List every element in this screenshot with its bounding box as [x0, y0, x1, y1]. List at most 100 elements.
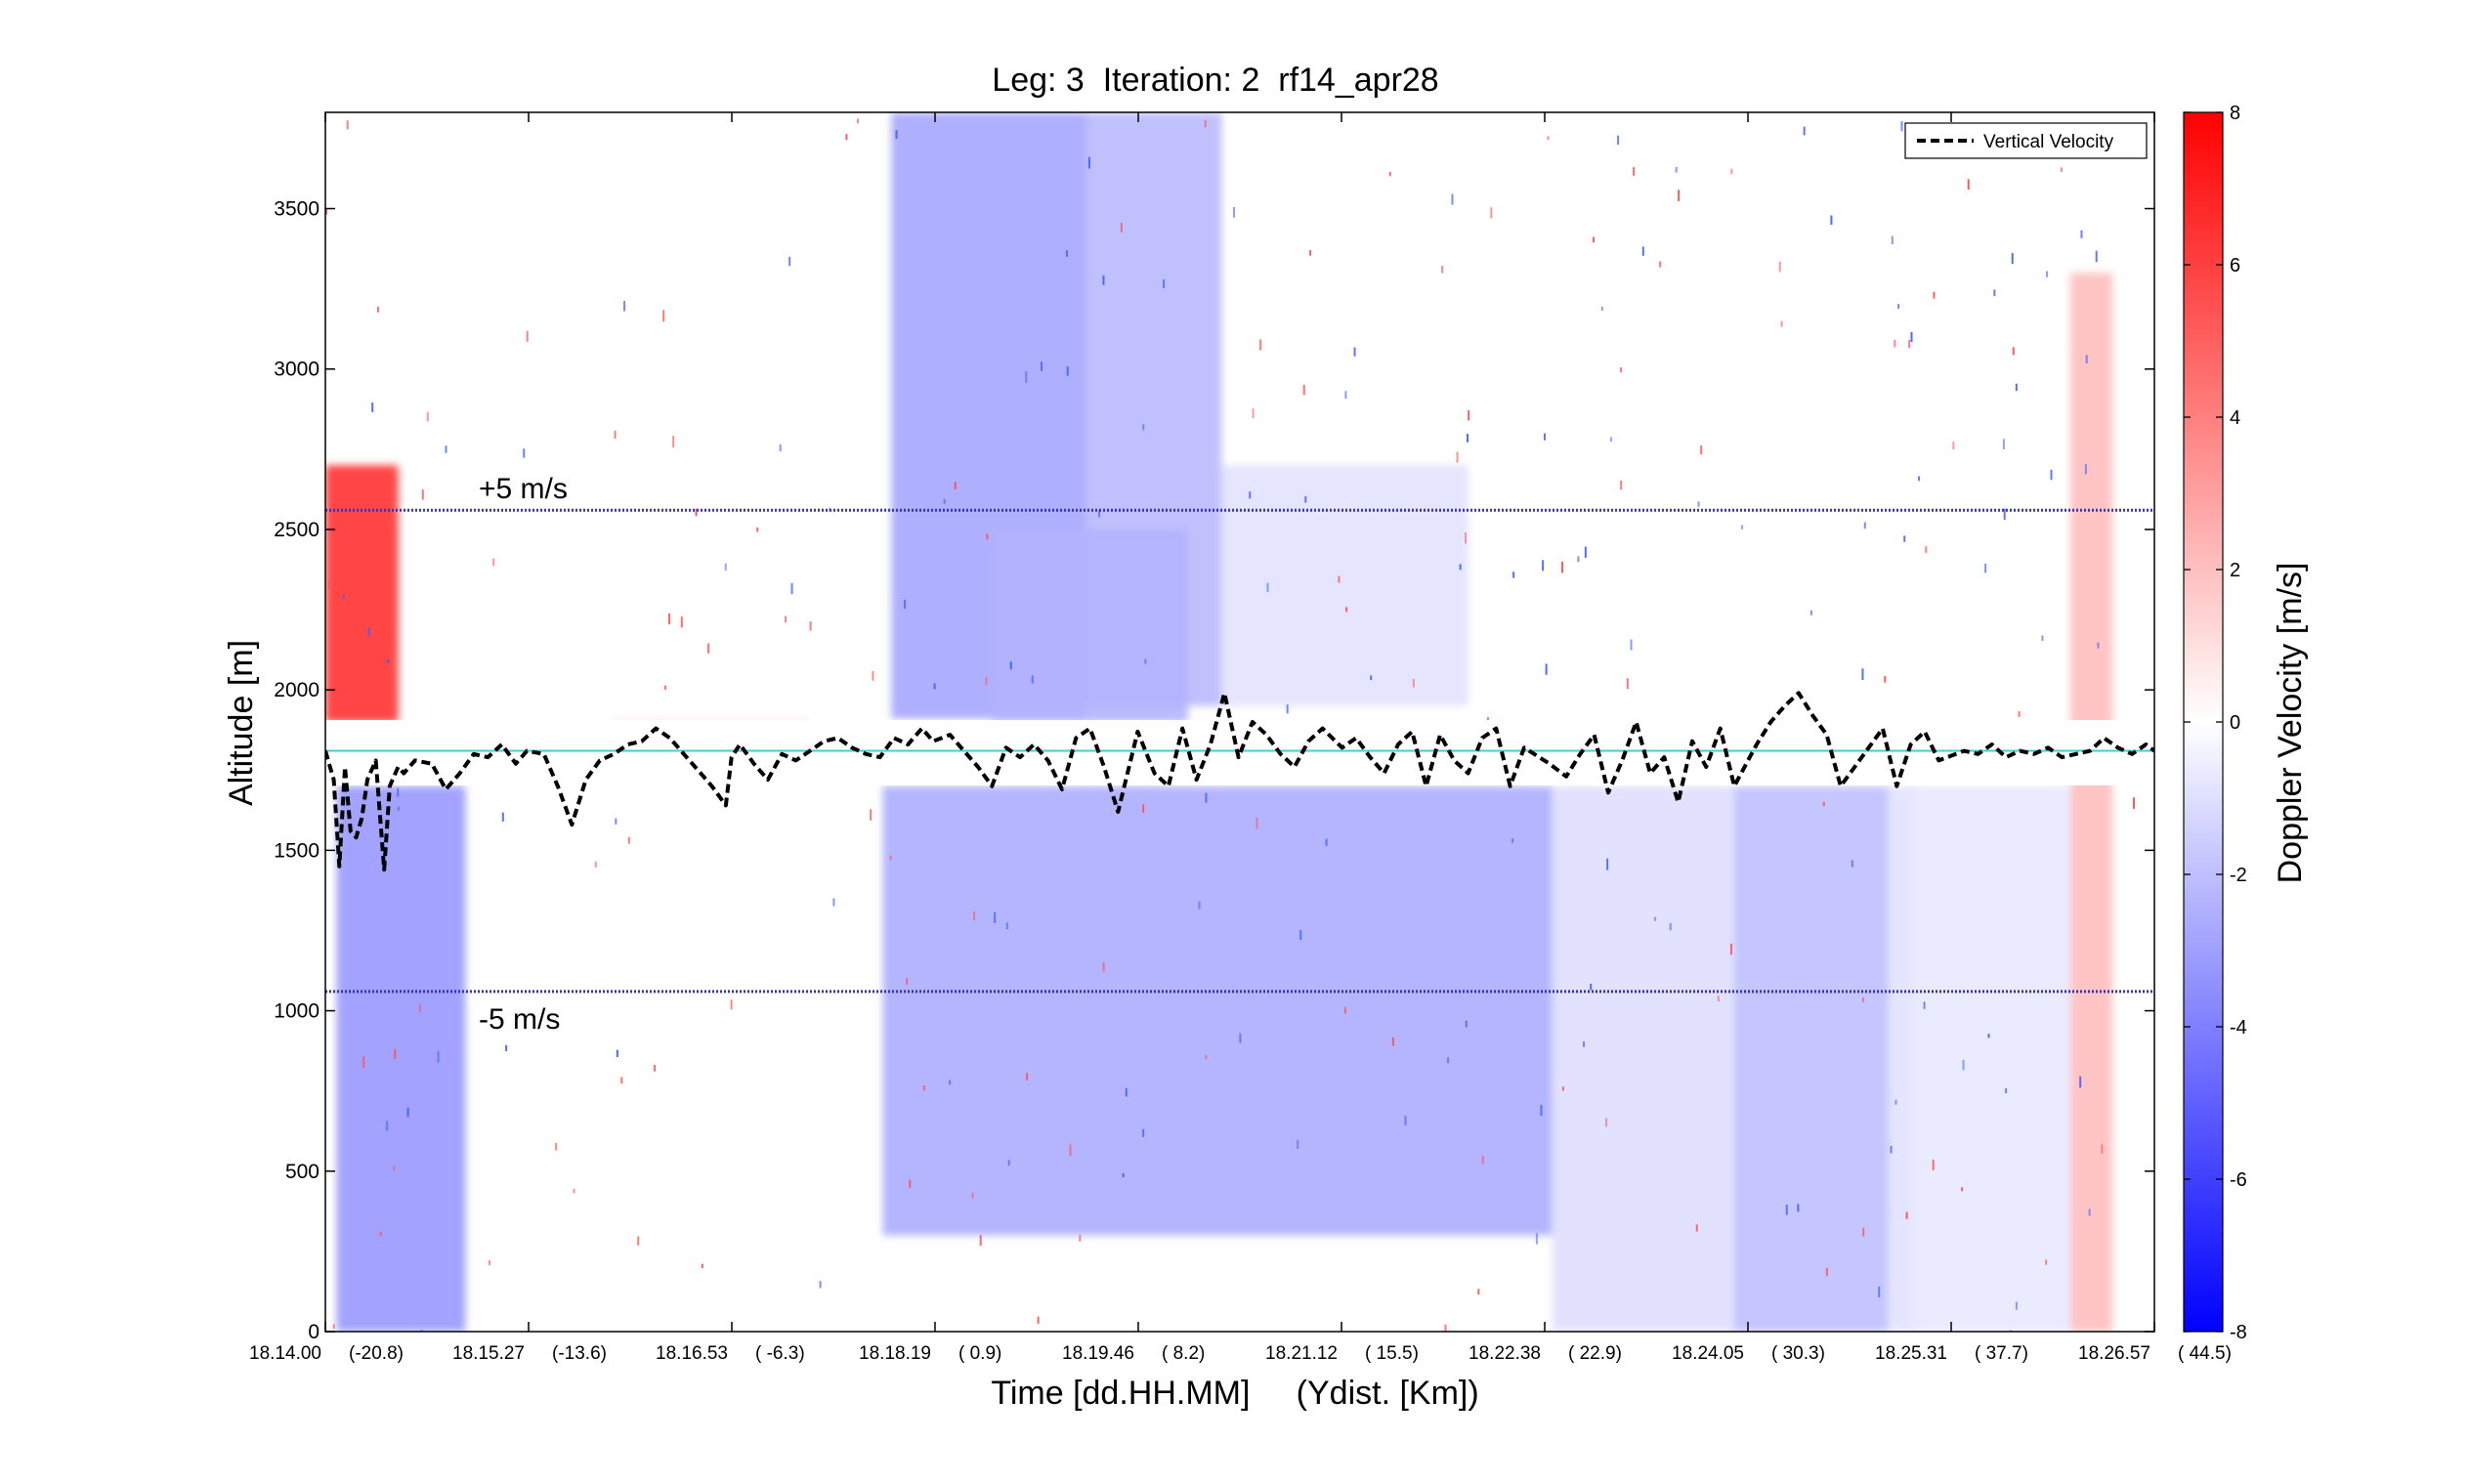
speckle-18 [1481, 1155, 1484, 1165]
speckle-154 [1037, 1316, 1040, 1325]
speckle-125 [730, 999, 733, 1010]
speckle-135 [662, 310, 665, 322]
speckle-105 [1861, 996, 1864, 1002]
speckle-82 [445, 445, 447, 453]
speckle-222 [1890, 1146, 1893, 1154]
speckle-3 [1620, 480, 1623, 490]
speckle-74 [1894, 1099, 1897, 1105]
speckle-17 [1069, 1144, 1072, 1157]
speckle-215 [1905, 1211, 1908, 1219]
speckle-64 [1593, 236, 1596, 243]
speckle-169 [1544, 433, 1547, 441]
speckle-93 [623, 301, 626, 312]
speckle-20 [1717, 996, 1720, 1002]
speckle-242 [1962, 1059, 1965, 1071]
speckle-247 [1259, 339, 1262, 351]
x-tick-ydist-4: ( 8.2) [1162, 1343, 1205, 1364]
speckle-14 [1249, 491, 1252, 499]
speckle-219 [701, 1263, 703, 1269]
speckle-24 [1490, 207, 1493, 219]
x-tick-ydist-0: (-20.8) [349, 1343, 404, 1364]
speckle-10 [994, 912, 997, 923]
speckle-45 [1098, 510, 1101, 518]
heatmap-region-0 [325, 465, 399, 722]
speckle-119 [1862, 1227, 1865, 1237]
speckle-137 [1822, 801, 1825, 807]
speckle-42 [393, 1166, 396, 1171]
y-tick-label-2: 1000 [274, 1000, 319, 1023]
x-tick-time-3: 18.18.19 [859, 1343, 931, 1364]
speckle-19 [2011, 253, 2014, 265]
speckle-176 [1561, 1086, 1564, 1091]
speckle-88 [386, 1121, 389, 1131]
speckle-85 [420, 1330, 423, 1332]
annotation-label-1: -5 m/s [479, 1003, 560, 1036]
x-tick-ydist-8: ( 37.7) [1975, 1343, 2028, 1364]
speckle-240 [1803, 126, 1806, 136]
speckle-199 [1700, 445, 1703, 455]
speckle-193 [1441, 265, 1444, 274]
speckle-207 [616, 1049, 618, 1057]
speckle-181 [1547, 136, 1550, 141]
annotation-label-0: +5 m/s [479, 473, 568, 505]
speckle-13 [1163, 278, 1166, 289]
speckle-28 [564, 492, 567, 497]
speckle-112 [1388, 172, 1391, 177]
speckle-223 [394, 1049, 397, 1059]
speckle-216 [614, 430, 617, 440]
speckle-149 [1444, 1324, 1447, 1332]
speckle-129 [1620, 367, 1623, 373]
x-tick-ydist-5: ( 15.5) [1365, 1343, 1419, 1364]
speckle-155 [1825, 1267, 1828, 1277]
speckle-205 [1477, 1289, 1480, 1294]
speckle-98 [1239, 1033, 1242, 1043]
x-tick-time-8: 18.25.31 [1875, 1343, 1947, 1364]
speckle-189 [419, 1004, 422, 1013]
speckle-202 [1918, 476, 1921, 482]
x-tick-ydist-6: ( 22.9) [1568, 1343, 1622, 1364]
colorbar-tick-label-2: -4 [2230, 1017, 2247, 1039]
speckle-230 [526, 330, 529, 342]
speckle-227 [1309, 249, 1312, 256]
y-tick-label-4: 2000 [274, 679, 319, 701]
speckle-168 [1884, 675, 1887, 683]
speckle-148 [1205, 792, 1208, 803]
speckle-258 [397, 806, 400, 811]
speckle-188 [1087, 156, 1090, 169]
colorbar-tick-label-6: 4 [2230, 407, 2240, 429]
speckle-1 [1299, 930, 1302, 941]
speckle-92 [1590, 983, 1593, 991]
x-tick-ydist-3: ( 0.9) [958, 1343, 1001, 1364]
speckle-109 [856, 118, 859, 124]
speckle-194 [1741, 525, 1744, 530]
x-tick-time-6: 18.22.38 [1469, 1343, 1541, 1364]
speckle-52 [2085, 355, 2088, 363]
x-tick-ydist-7: ( 30.3) [1771, 1343, 1825, 1364]
speckle-175 [379, 1231, 382, 1237]
speckle-15 [785, 615, 788, 623]
speckle-46 [437, 1050, 440, 1063]
data-gap-band [325, 720, 2154, 785]
speckle-37 [1252, 408, 1255, 419]
speckle-2 [1577, 556, 1580, 563]
speckle-69 [1447, 1057, 1450, 1064]
speckle-38 [872, 670, 874, 681]
speckle-49 [1204, 119, 1207, 128]
speckle-12 [933, 683, 936, 690]
speckle-150 [387, 658, 390, 663]
speckle-25 [2097, 642, 2100, 649]
speckle-40 [1830, 215, 1833, 225]
speckle-122 [1967, 179, 1970, 191]
speckle-160 [1465, 531, 1468, 544]
speckle-229 [909, 1179, 912, 1188]
speckle-156 [573, 1188, 575, 1194]
y-tick-label-1: 500 [285, 1161, 319, 1183]
speckle-57 [1675, 166, 1678, 173]
x-tick-time-5: 18.21.12 [1265, 1343, 1338, 1364]
speckle-71 [421, 489, 424, 500]
speckle-211 [1198, 901, 1201, 910]
colorbar-ticks: -8 -6 -4 -2 0 2 4 6 8 [2184, 103, 2247, 1343]
heatmap-region-9 [2069, 273, 2112, 1332]
speckle-89 [1894, 339, 1896, 348]
